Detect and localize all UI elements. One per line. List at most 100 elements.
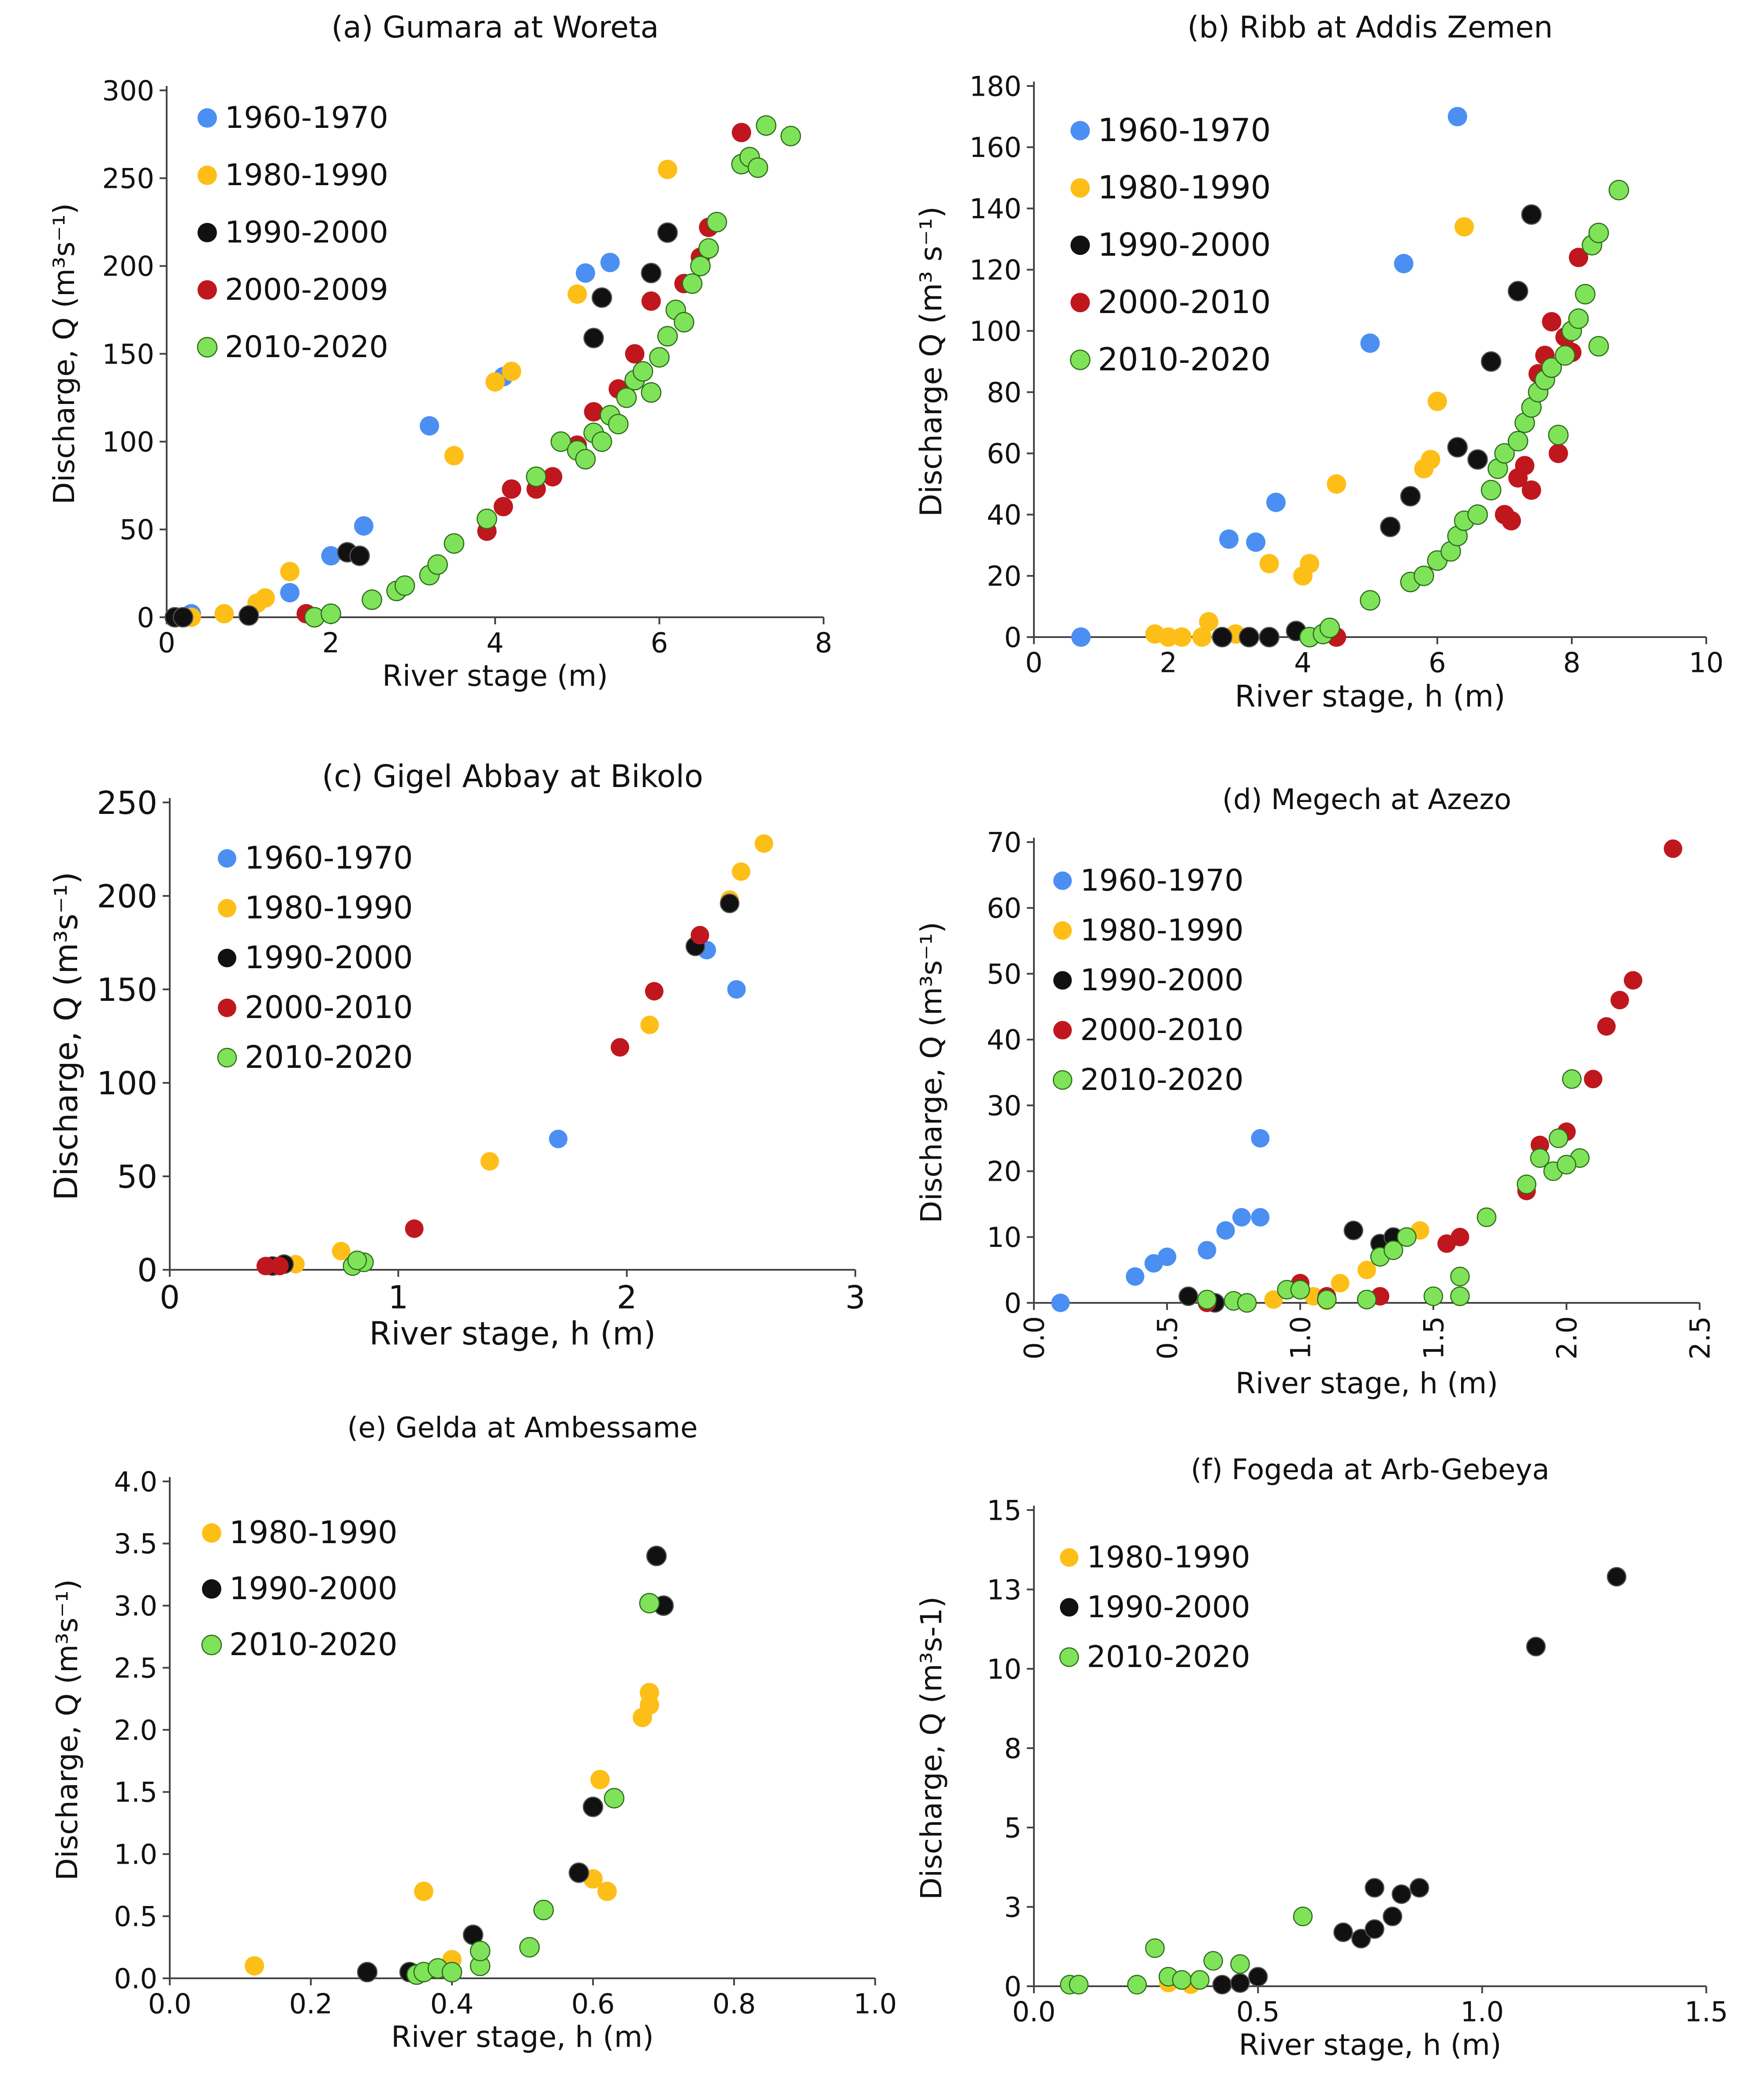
data-point [1610, 991, 1629, 1010]
x-tick-label: 0.0 [1018, 1316, 1050, 1360]
y-tick-label: 10 [987, 1653, 1022, 1685]
legend-label: 1980-1990 [229, 1514, 398, 1551]
panel-a: (a) Gumara at Woreta 0 50 100 150 200 250 300 0 2… [47, 10, 832, 693]
data-point [1192, 627, 1212, 647]
data-point [1300, 554, 1320, 574]
data-point [1451, 1227, 1469, 1246]
x-tick-label: 0 [160, 1279, 180, 1316]
y-tick-label: 0.5 [114, 1900, 157, 1932]
x-axis-label: River stage, h (m) [391, 2020, 654, 2054]
y-tick-label: 0 [1004, 1970, 1022, 2003]
data-point [658, 160, 678, 179]
legend-marker [1070, 349, 1091, 370]
data-point [1541, 357, 1562, 378]
legend: 1960-1970 1980-1990 1990-2000 2000-2010 2010… [1052, 863, 1244, 1097]
x-tick-label: 10 [1689, 647, 1724, 679]
data-point [1327, 474, 1346, 494]
series-2010-2020 [343, 1250, 374, 1276]
legend-label: 1980-1990 [225, 158, 388, 193]
legend-label: 1980-1990 [1087, 1540, 1250, 1575]
legend-label: 2010-2020 [1087, 1640, 1250, 1675]
legend-marker [1053, 1021, 1072, 1040]
y-tick-label: 120 [970, 254, 1022, 286]
legend-marker [1070, 121, 1090, 141]
data-point [1397, 1227, 1417, 1247]
data-point [1608, 179, 1629, 201]
y-axis-label: Discharge, Q (m³s⁻¹) [914, 922, 948, 1223]
y-tick-label: 4.0 [114, 1466, 157, 1498]
y-tick-label: 5 [1004, 1812, 1022, 1844]
data-point [756, 115, 776, 136]
y-tick-label: 3.5 [114, 1528, 157, 1560]
data-point [550, 431, 571, 452]
y-tick-label: 0 [137, 601, 154, 634]
data-point [485, 372, 505, 392]
series-1990-2000 [1212, 1567, 1626, 1995]
data-point [1212, 1975, 1232, 1995]
data-point [1410, 1878, 1429, 1898]
data-point [493, 497, 513, 517]
data-point [1584, 1070, 1603, 1089]
legend-label: 2010-2020 [1080, 1063, 1244, 1097]
y-tick-label: 3 [1004, 1891, 1022, 1923]
data-point [1624, 971, 1642, 990]
data-point [1343, 1220, 1364, 1241]
legend-label: 2010-2020 [229, 1626, 398, 1663]
data-point [1380, 516, 1401, 537]
data-point [568, 1862, 589, 1883]
panel-d: (d) Megech at Azezo 0 10 20 30 40 50 60 70 0.0 0.5… [914, 783, 1716, 1400]
legend-marker [1070, 235, 1090, 255]
y-tick-label: 250 [102, 162, 154, 194]
data-point [347, 1250, 367, 1271]
data-point [549, 1130, 568, 1149]
legend-label: 1980-1990 [1098, 169, 1271, 206]
data-point [1238, 627, 1260, 648]
panel-b: (b) Ribb at Addis Zemen02040608010012014… [914, 10, 1723, 714]
data-point [1071, 627, 1091, 647]
y-tick-label: 0.0 [114, 1962, 157, 1995]
data-point [1232, 1208, 1251, 1227]
data-point [682, 273, 703, 294]
data-point [1414, 565, 1434, 586]
legend-label: 2000-2010 [245, 989, 413, 1026]
data-point [754, 834, 773, 853]
data-point [427, 554, 448, 575]
legend: 1980-1990 1990-2000 2010-2020 [1059, 1540, 1250, 1675]
data-point [1357, 1290, 1377, 1309]
x-tick-label: 0.4 [430, 1988, 474, 2020]
data-point [470, 1940, 491, 1962]
x-tick-label: 2 [617, 1279, 637, 1316]
y-tick-label: 250 [97, 784, 157, 821]
y-tick-label: 180 [970, 70, 1022, 102]
data-point [1251, 1208, 1270, 1227]
legend-label: 1960-1970 [225, 101, 388, 135]
x-tick-label: 0 [1025, 647, 1042, 679]
x-axis-label: River stage, h (m) [1235, 679, 1506, 714]
data-point [1051, 1294, 1070, 1312]
data-point [1319, 617, 1340, 638]
data-point [1199, 612, 1219, 632]
x-tick-label: 1.5 [1685, 1996, 1728, 2028]
legend: 1980-1990 1990-2000 2010-2020 [201, 1514, 398, 1663]
data-point [1259, 627, 1279, 648]
data-point [640, 1682, 659, 1702]
data-point [214, 604, 234, 624]
legend-marker [218, 998, 236, 1017]
legend-label: 2010-2020 [245, 1039, 413, 1075]
data-point [1391, 1884, 1411, 1904]
data-point [1358, 1261, 1376, 1279]
data-point [444, 533, 465, 554]
data-point [414, 1881, 433, 1901]
x-tick-label: 0.0 [148, 1988, 192, 2020]
data-point [1360, 333, 1380, 353]
data-point [1515, 456, 1535, 476]
y-tick-label: 40 [987, 1024, 1022, 1056]
y-axis-label: Discharge Q (m³ s⁻¹) [914, 206, 949, 517]
x-tick-label: 0 [158, 627, 175, 659]
x-tick-label: 0.0 [1012, 1996, 1056, 2028]
y-tick-label: 2.0 [114, 1714, 157, 1746]
data-point [1530, 1148, 1550, 1168]
data-point [321, 546, 341, 566]
x-tick-label: 0.2 [289, 1988, 333, 2020]
x-tick-label: 0.5 [1151, 1316, 1183, 1360]
